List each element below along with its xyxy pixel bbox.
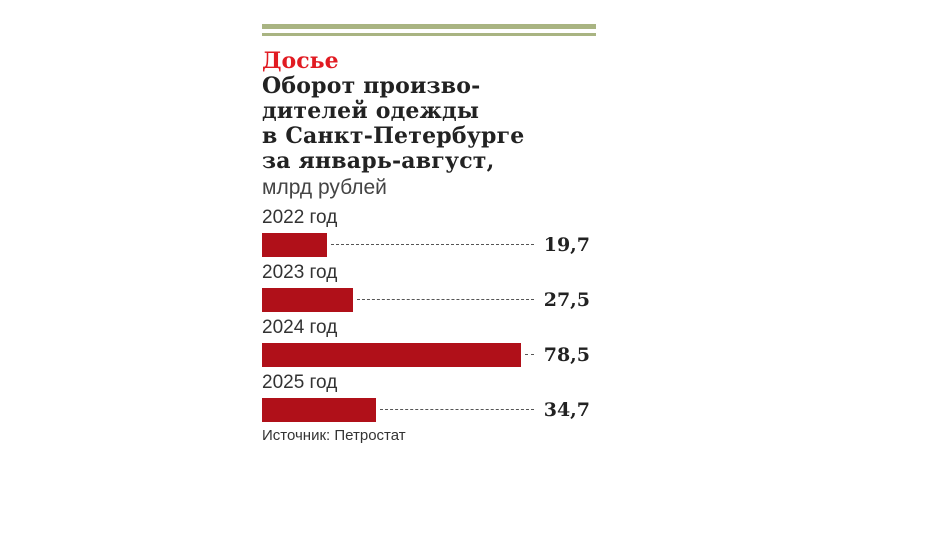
category-label: 2025 год — [262, 372, 338, 393]
bar — [262, 343, 521, 367]
infographic-card: Досье Оборот произво- дителей одежды в С… — [262, 24, 596, 444]
chart-title: Оборот произво- дителей одежды в Санкт-П… — [262, 73, 525, 174]
bar-row: 2025 год 34,7 — [262, 372, 596, 428]
value-label: 19,7 — [543, 234, 590, 256]
category-label: 2024 год — [262, 317, 338, 338]
dotted-leader — [525, 354, 534, 355]
kicker: Досье — [262, 48, 339, 74]
value-label: 34,7 — [543, 399, 590, 421]
value-label: 27,5 — [543, 289, 590, 311]
source-note: Источник: Петростат — [262, 427, 406, 444]
dotted-leader — [331, 244, 534, 245]
category-label: 2022 год — [262, 207, 338, 228]
dotted-leader — [380, 409, 534, 410]
dotted-leader — [357, 299, 534, 300]
bar-row: 2023 год 27,5 — [262, 262, 596, 318]
bar-row: 2024 год 78,5 — [262, 317, 596, 373]
bar-row: 2022 год 19,7 — [262, 207, 596, 263]
top-rule-thin — [262, 33, 596, 36]
bar — [262, 398, 376, 422]
category-label: 2023 год — [262, 262, 338, 283]
value-label: 78,5 — [543, 344, 590, 366]
bar — [262, 233, 327, 257]
bar-chart: 2022 год 19,7 2023 год 27,5 2024 год 78,5 2025… — [262, 207, 596, 427]
units-label: млрд рублей — [262, 176, 387, 199]
top-rule — [262, 24, 596, 29]
bar — [262, 288, 353, 312]
